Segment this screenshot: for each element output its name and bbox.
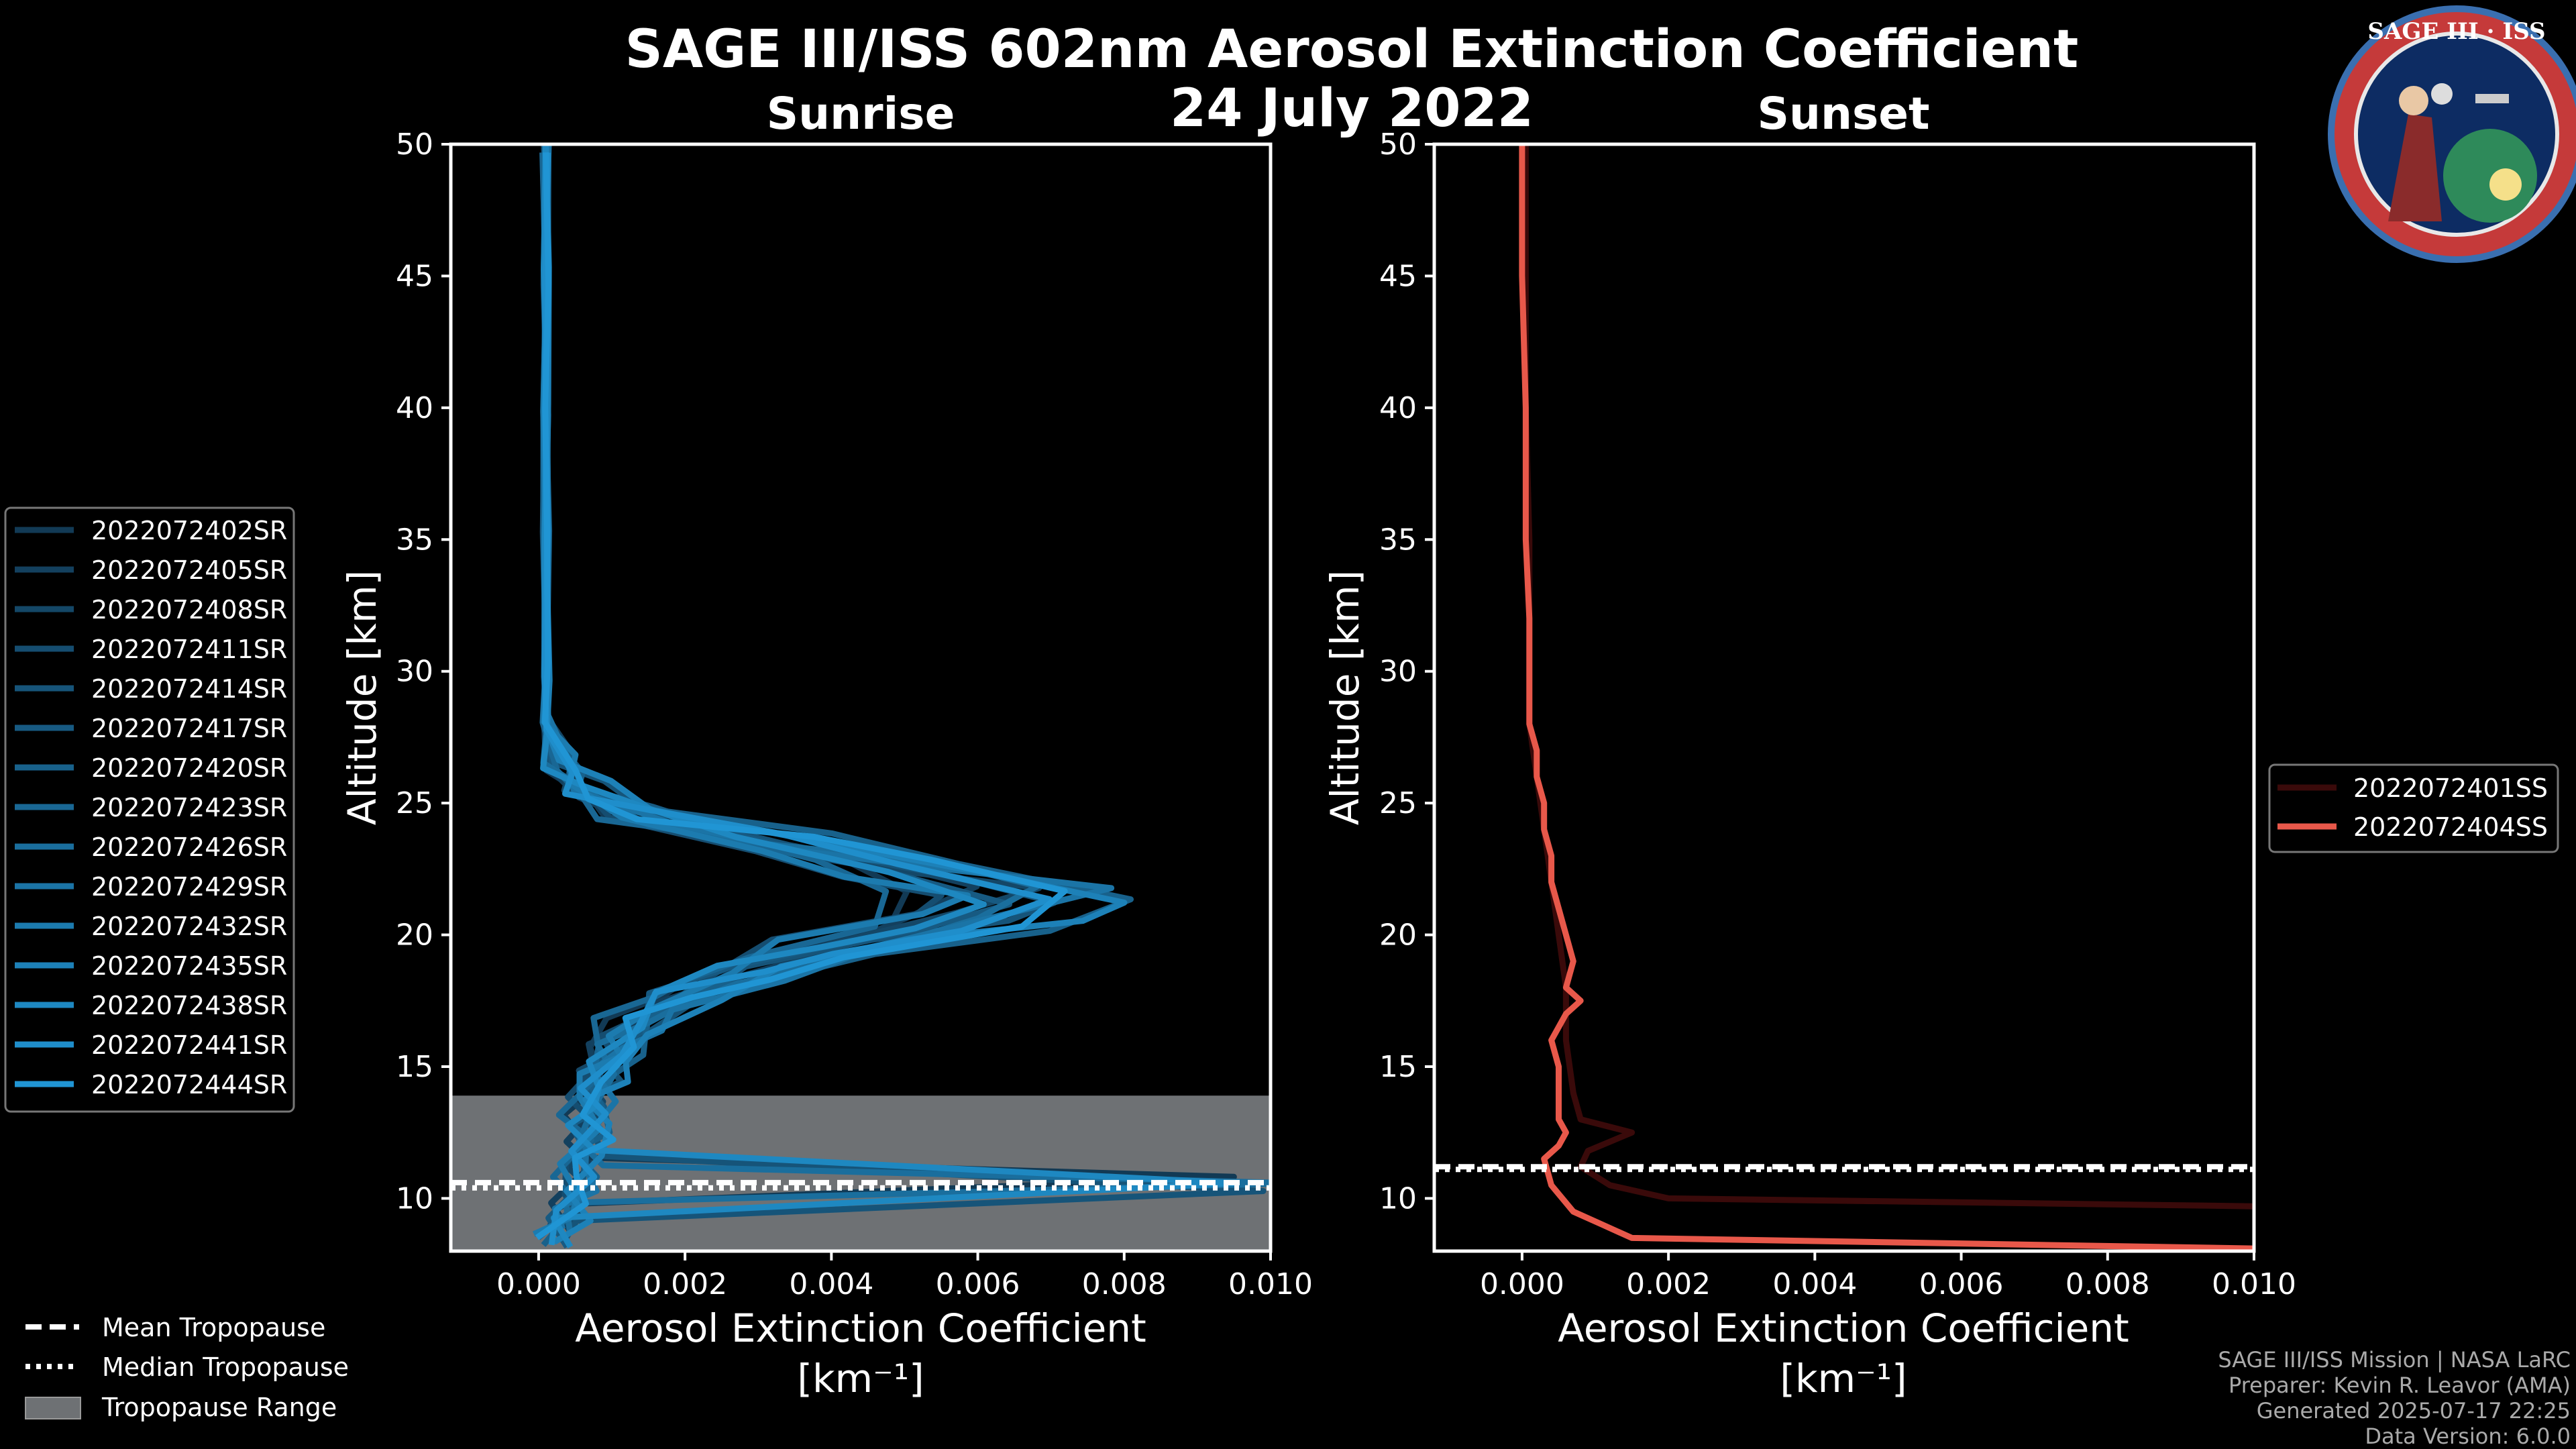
sunset-xunits: [km⁻¹] <box>1780 1356 1907 1401</box>
sunset-ytick-label: 30 <box>1379 655 1417 689</box>
sunset-series-line <box>1519 144 2254 1251</box>
sunrise-xunits: [km⁻¹] <box>797 1356 924 1401</box>
logo-iss-icon <box>2475 94 2509 103</box>
sunset-xtick-label: 0.008 <box>2065 1267 2150 1301</box>
sunrise-ytick-label: 25 <box>396 786 433 820</box>
sunrise-legend: 2022072402SR 2022072405SR 2022072408SR 2022… <box>4 506 295 1113</box>
sunset-ytick-label: 50 <box>1379 127 1417 162</box>
credit-version: Data Version: 6.0.0 <box>2365 1424 2571 1449</box>
sunrise-xtick-label: 0.004 <box>789 1267 873 1301</box>
sunrise-ytick-label: 50 <box>396 127 433 162</box>
sunrise-legend-label: 2022072429SR <box>91 872 287 902</box>
tropopause-range-label: Tropopause Range <box>101 1393 337 1422</box>
sunset-ytick-label: 15 <box>1379 1050 1417 1084</box>
sunrise-series-line <box>541 152 1053 1246</box>
sunrise-legend-label: 2022072432SR <box>91 912 287 941</box>
median-tropopause-label: Median Tropopause <box>102 1352 349 1382</box>
sunset-panel: Sunset 0.000 0.002 0.004 0.006 0.008 0.010 10 1… <box>1322 88 2296 1401</box>
sunset-series-line <box>1522 144 2254 1210</box>
sunrise-panel: Sunrise 0.000 0.002 0.004 0.006 0.008 0.010 10… <box>339 88 1313 1401</box>
sunrise-xtick-label: 0.002 <box>643 1267 727 1301</box>
sunset-legend-label: 2022072404SS <box>2353 812 2548 842</box>
sunrise-series-line <box>539 152 1237 1240</box>
sunrise-legend-label: 2022072426SR <box>91 833 287 862</box>
sunrise-legend-label: 2022072405SR <box>91 555 287 585</box>
sunrise-legend-label: 2022072441SR <box>91 1030 287 1060</box>
sunrise-ytick-label: 20 <box>396 918 433 953</box>
sunrise-series-line <box>541 144 1267 1244</box>
sunset-xtick-label: 0.002 <box>1626 1267 1711 1301</box>
sunset-plot-frame <box>1432 142 2256 1253</box>
sunrise-legend-label: 2022072408SR <box>91 595 287 625</box>
tropopause-legend: Mean Tropopause Median Tropopause Tropop… <box>25 1313 349 1422</box>
credits: SAGE III/ISS Mission | NASA LaRC Prepare… <box>2218 1347 2571 1449</box>
logo-moon-icon <box>2431 83 2453 105</box>
sunrise-legend-label: 2022072402SR <box>91 516 287 545</box>
figure-date: 24 July 2022 <box>1170 78 1534 139</box>
sunrise-ytick-label: 10 <box>396 1181 433 1216</box>
sunset-ytick-label: 25 <box>1379 786 1417 820</box>
figure-title: SAGE III/ISS 602nm Aerosol Extinction Co… <box>625 19 2079 80</box>
sunrise-ytick-label: 15 <box>396 1050 433 1084</box>
credit-generated: Generated 2025-07-17 22:25 <box>2257 1398 2571 1424</box>
tropopause-range-swatch <box>25 1397 81 1419</box>
sunset-legend-label: 2022072401SS <box>2353 773 2548 803</box>
sunrise-ytick-label: 45 <box>396 259 433 293</box>
sunset-legend-box <box>2268 763 2559 853</box>
sunset-ytick-label: 40 <box>1379 391 1417 425</box>
logo-sun-icon <box>2489 168 2522 201</box>
sunset-ytick-label: 10 <box>1379 1181 1417 1216</box>
sunset-ytick-label: 35 <box>1379 523 1417 557</box>
sunset-xtick-label: 0.004 <box>1772 1267 1857 1301</box>
sunrise-ylabel: Altitude [km] <box>339 570 385 825</box>
sunrise-ytick-label: 40 <box>396 391 433 425</box>
sunset-xtick-label: 0.010 <box>2212 1267 2296 1301</box>
sunrise-legend-label: 2022072423SR <box>91 793 287 822</box>
sunrise-xtick-label: 0.010 <box>1228 1267 1313 1301</box>
sunrise-series-line <box>540 146 1237 1249</box>
sunrise-legend-label: 2022072435SR <box>91 951 287 981</box>
sunrise-legend-label: 2022072414SR <box>91 674 287 704</box>
sunrise-title: Sunrise <box>767 88 955 140</box>
sunrise-xtick-label: 0.006 <box>936 1267 1020 1301</box>
sunrise-legend-box <box>4 506 295 1113</box>
sunrise-xtick-label: 0.000 <box>496 1267 581 1301</box>
sunrise-series-line <box>540 146 1271 1232</box>
sunrise-legend-label: 2022072420SR <box>91 753 287 783</box>
logo-text: SAGE III · ISS <box>2367 18 2545 45</box>
sunrise-legend-label: 2022072438SR <box>91 991 287 1020</box>
sunrise-xtick-label: 0.008 <box>1082 1267 1167 1301</box>
sunset-ytick-label: 20 <box>1379 918 1417 953</box>
logo-figure-icon <box>2388 114 2442 221</box>
sunset-ytick-label: 45 <box>1379 259 1417 293</box>
logo-figure-head-icon <box>2399 86 2428 115</box>
sunrise-legend-label: 2022072411SR <box>91 635 287 664</box>
sunrise-ytick-label: 35 <box>396 523 433 557</box>
sunset-xlabel: Aerosol Extinction Coefficient <box>1558 1305 2129 1351</box>
logo-earth-icon <box>2443 129 2537 223</box>
mean-tropopause-label: Mean Tropopause <box>102 1313 325 1342</box>
sunset-ylabel: Altitude [km] <box>1322 570 1368 825</box>
sunrise-ytick-label: 30 <box>396 655 433 689</box>
credit-preparer: Preparer: Kevin R. Leavor (AMA) <box>2229 1373 2571 1398</box>
sunrise-plot-frame <box>449 142 1273 1253</box>
credit-mission: SAGE III/ISS Mission | NASA LaRC <box>2218 1347 2571 1373</box>
sunset-title: Sunset <box>1757 88 1929 140</box>
sage-iii-iss-logo: SAGE III · ISS <box>2328 5 2576 263</box>
sunset-xtick-label: 0.006 <box>1919 1267 2004 1301</box>
sunrise-legend-label: 2022072444SR <box>91 1070 287 1099</box>
sunrise-series-line <box>541 152 1134 1247</box>
sunrise-xlabel: Aerosol Extinction Coefficient <box>575 1305 1146 1351</box>
sunrise-series-line <box>543 144 1128 1245</box>
sunset-legend: 2022072401SS 2022072404SS <box>2268 763 2559 853</box>
sunrise-series-line <box>535 152 1068 1240</box>
sunset-xtick-label: 0.000 <box>1480 1267 1564 1301</box>
sunrise-legend-label: 2022072417SR <box>91 714 287 743</box>
